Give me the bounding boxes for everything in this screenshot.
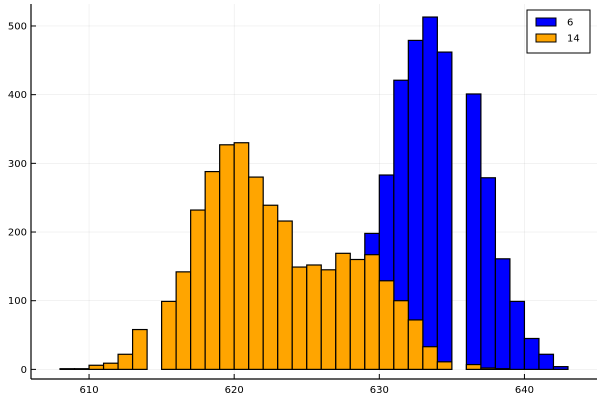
histogram-bar xyxy=(480,367,497,370)
y-tick-label: 500 xyxy=(8,21,27,32)
histogram-bar xyxy=(204,170,221,370)
histogram-bar xyxy=(320,269,337,370)
y-tick-label: 100 xyxy=(8,296,27,307)
histogram-bar xyxy=(480,177,497,370)
histogram-bar xyxy=(291,266,308,370)
legend-swatch xyxy=(535,33,557,43)
histogram-bar xyxy=(465,363,482,370)
histogram-bar xyxy=(88,364,105,370)
histogram-bar xyxy=(393,300,409,370)
histogram-bar xyxy=(102,362,119,370)
legend-label: 6 xyxy=(567,18,573,29)
histogram-bar xyxy=(248,176,264,370)
histogram-bar xyxy=(306,264,322,370)
histogram-bar xyxy=(190,209,206,370)
x-tick-label: 620 xyxy=(225,385,244,396)
x-tick-label: 640 xyxy=(515,385,534,396)
histogram-bar xyxy=(465,93,482,370)
histogram-bar xyxy=(277,220,293,370)
histogram-bar xyxy=(378,280,395,370)
axes xyxy=(30,4,597,380)
legend-box xyxy=(526,9,591,54)
series-14-bars xyxy=(59,142,511,370)
histogram-bar xyxy=(59,368,76,370)
histogram-bar xyxy=(494,258,511,370)
histogram-bar xyxy=(161,300,177,370)
histogram-bar xyxy=(422,346,438,370)
histogram-bar xyxy=(335,252,351,370)
histogram-bar xyxy=(407,319,424,370)
histogram-bar xyxy=(219,144,235,370)
bars xyxy=(59,16,569,370)
y-tick-label: 400 xyxy=(8,90,27,101)
histogram-bar xyxy=(175,271,192,370)
histogram-bar xyxy=(436,51,453,370)
histogram-bar xyxy=(364,254,380,370)
histogram-bar xyxy=(523,337,540,370)
legend-swatch xyxy=(535,17,557,27)
histogram-bar xyxy=(494,368,511,370)
y-tick-label: 200 xyxy=(8,228,27,239)
histogram-bar xyxy=(73,368,90,370)
histogram-bar xyxy=(552,366,569,370)
legend: 614 xyxy=(526,9,591,54)
histogram-bar xyxy=(538,353,555,370)
histogram-bar xyxy=(509,300,526,370)
x-tick-label: 610 xyxy=(80,385,99,396)
legend-label: 14 xyxy=(567,34,580,45)
histogram-bar xyxy=(436,361,453,370)
histogram-bar xyxy=(117,353,134,370)
tick-labels: 610 620 630 640 0 100 200 300 400 500 xyxy=(8,21,534,396)
histogram-bar xyxy=(349,258,366,370)
histogram-bar xyxy=(262,204,279,370)
y-tick-label: 300 xyxy=(8,159,27,170)
x-tick-label: 630 xyxy=(370,385,389,396)
histogram-bar xyxy=(233,142,250,370)
histogram-bar xyxy=(131,328,148,370)
y-tick-label: 0 xyxy=(21,365,27,376)
histogram-bar xyxy=(422,16,438,370)
